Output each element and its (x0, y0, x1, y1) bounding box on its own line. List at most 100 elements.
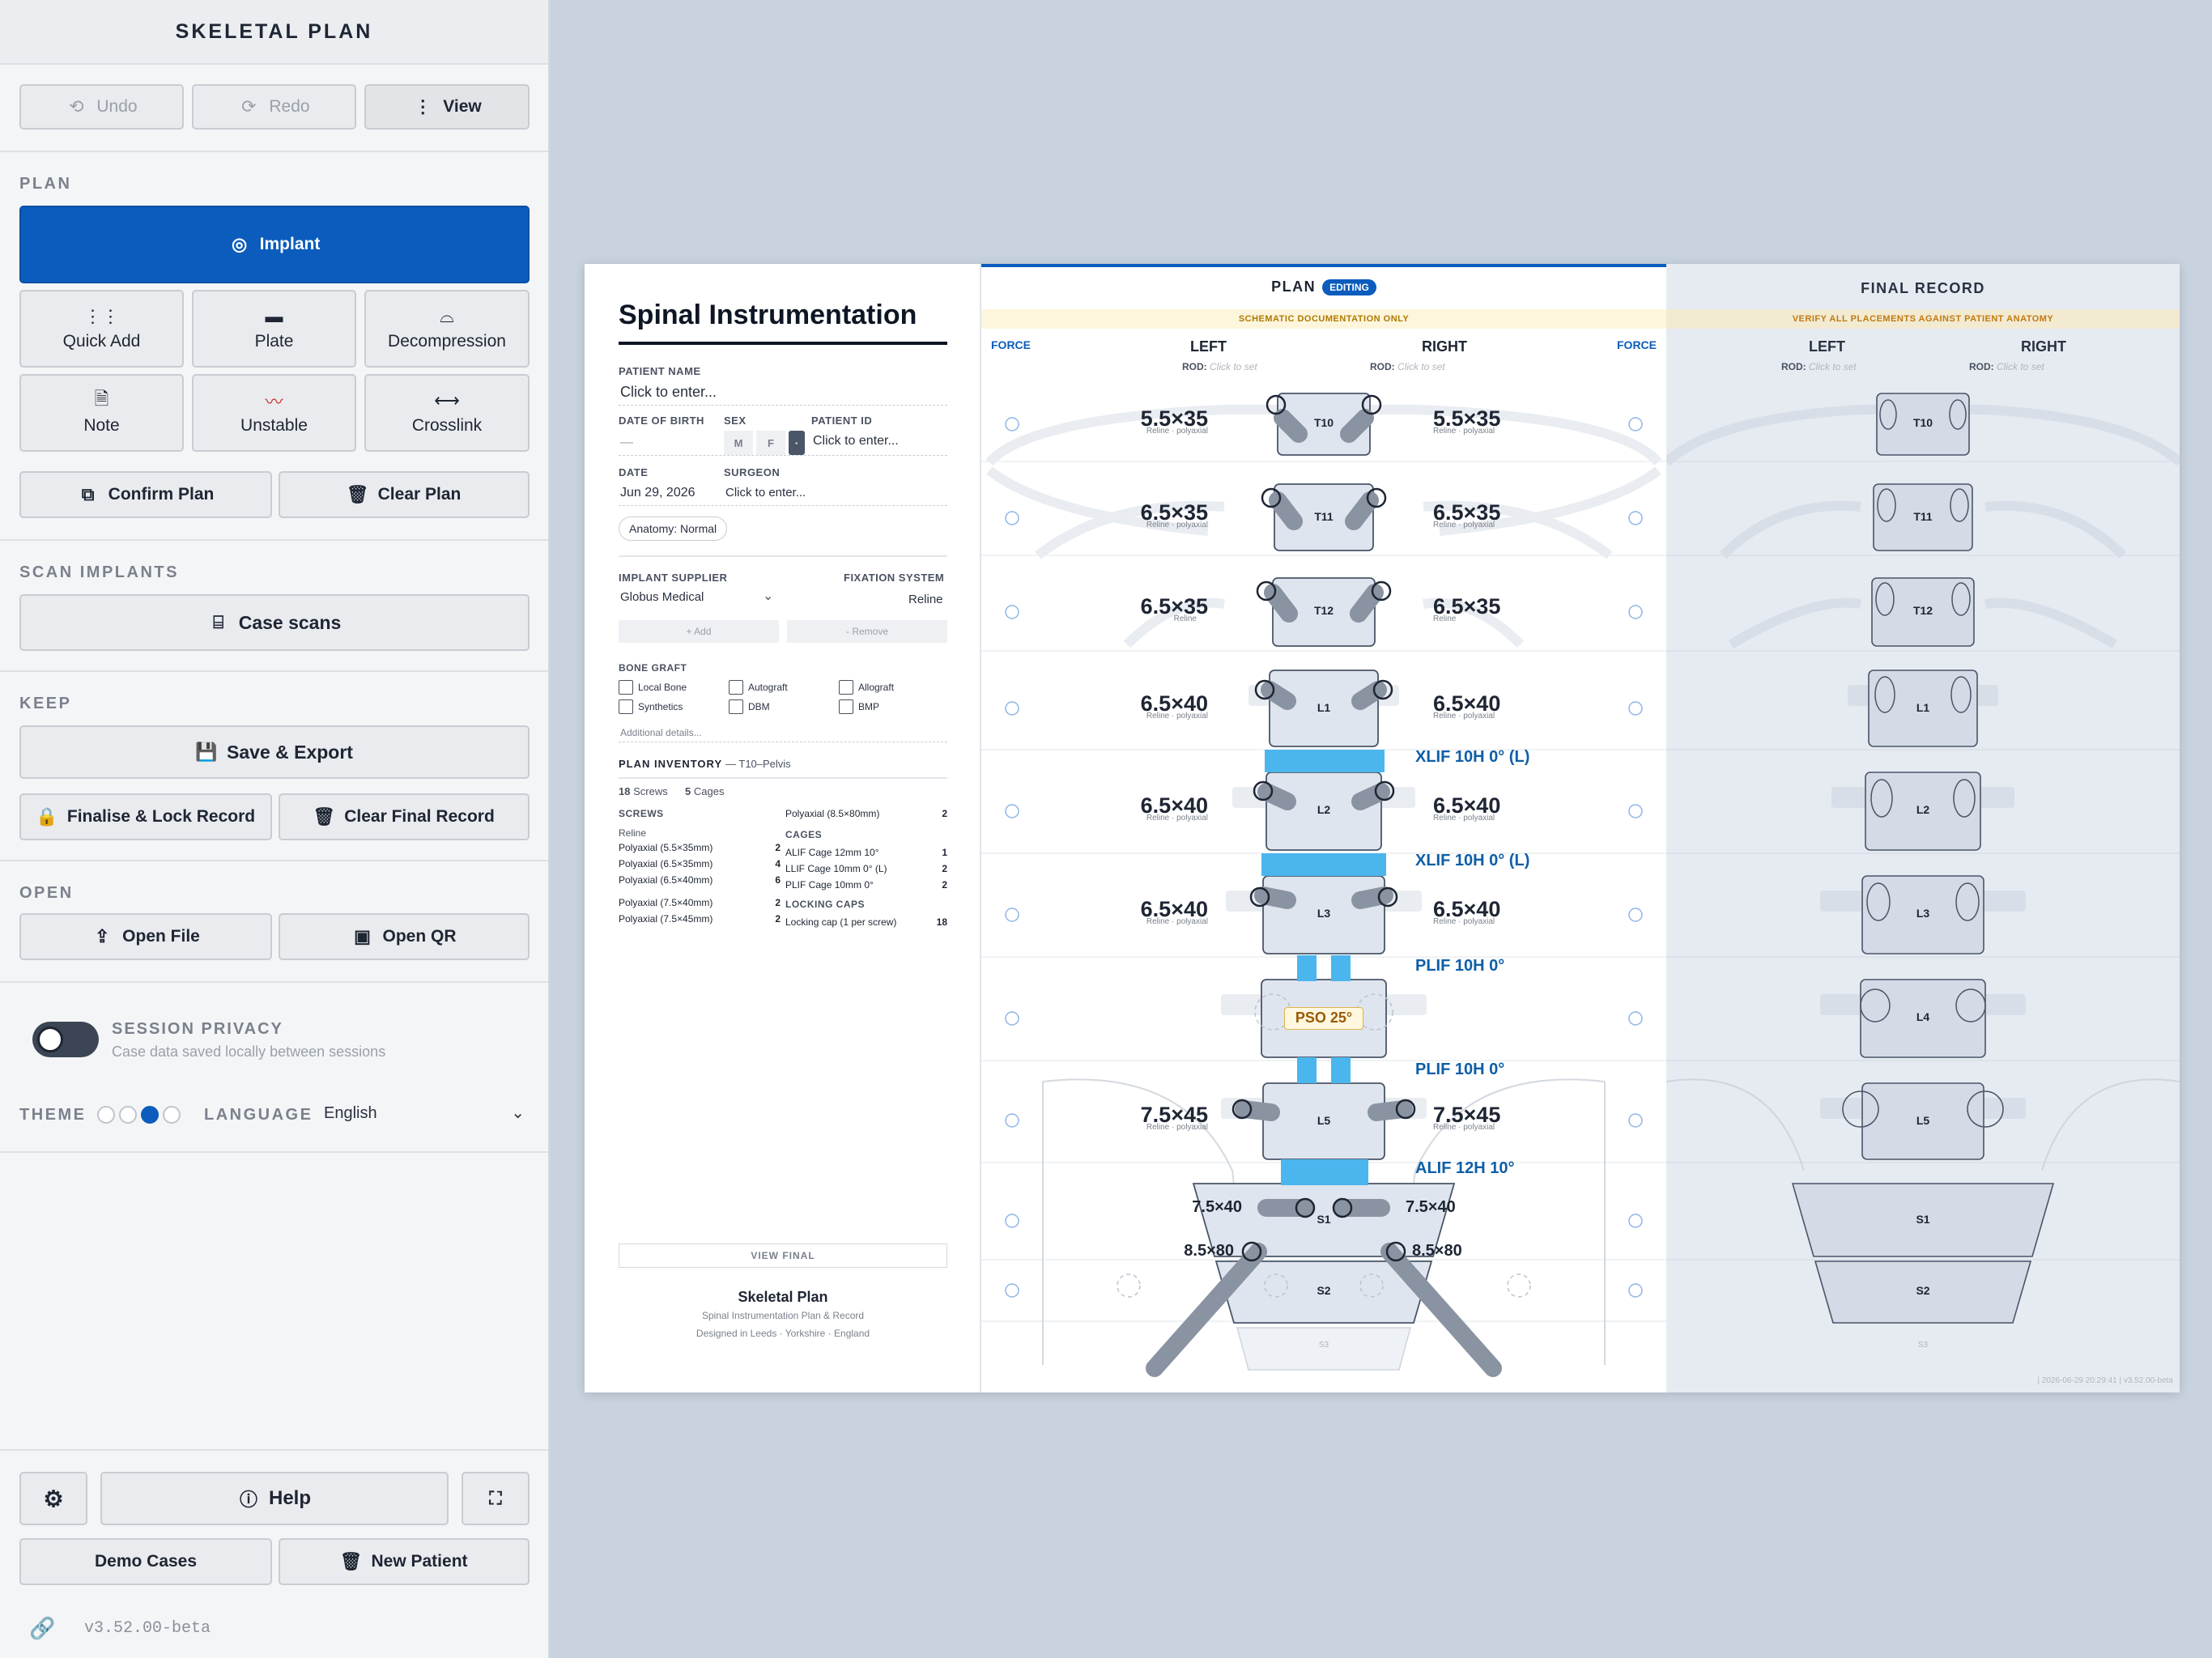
crosshair-icon[interactable] (1628, 908, 1643, 922)
remove-supplier-button[interactable]: - Remove (787, 620, 947, 643)
sex-m-option[interactable]: M (724, 431, 753, 455)
sex-other-option[interactable]: · (789, 431, 805, 455)
pso-label[interactable]: PSO 25° (1284, 1007, 1363, 1030)
implant-button[interactable]: ◎ Implant (19, 206, 530, 283)
crosshair-icon[interactable] (1628, 605, 1643, 619)
checkbox[interactable] (729, 680, 743, 695)
graft-option[interactable]: Synthetics (619, 699, 683, 714)
plate-button[interactable]: ▬ Plate (192, 290, 356, 368)
screw-head[interactable] (1395, 1099, 1416, 1120)
screw-label-right[interactable]: 6.5×35 Reline (1433, 594, 1530, 623)
date-field[interactable]: Jun 29, 2026 (620, 486, 696, 500)
final-rod-right-field[interactable]: Click to set (1997, 361, 2044, 372)
quick-add-button[interactable]: ⋮⋮ Quick Add (19, 290, 184, 368)
graft-option[interactable]: Autograft (729, 680, 788, 695)
additional-details-field[interactable]: Additional details... (620, 727, 702, 738)
dob-field[interactable]: — (620, 436, 633, 449)
screw-head[interactable] (1254, 679, 1275, 700)
confirm-plan-button[interactable]: ⧉ Confirm Plan (19, 471, 272, 518)
language-select[interactable]: English ⌄ (324, 1104, 530, 1129)
sex-selector[interactable]: M F · (724, 431, 805, 455)
screw-label-right[interactable]: 6.5×40 Reline · polyaxial (1433, 897, 1530, 926)
rod-left-field[interactable]: Click to set (1210, 361, 1257, 372)
checkbox[interactable] (729, 699, 743, 714)
final-rod-left-field[interactable]: Click to set (1809, 361, 1857, 372)
screw-label-right[interactable]: 6.5×35 Reline · polyaxial (1433, 500, 1530, 529)
crosshair-icon[interactable] (1005, 1283, 1019, 1298)
cage-label[interactable]: PLIF 10H 0° (1415, 1061, 1505, 1078)
screw-head[interactable] (1241, 1241, 1262, 1262)
crosslink-button[interactable]: ⟷ Crosslink (364, 374, 530, 452)
screw-label-left[interactable]: 5.5×35 Reline · polyaxial (1111, 406, 1208, 436)
cage-l5-s1[interactable] (1281, 1159, 1368, 1185)
cage-l3-l4-left[interactable] (1297, 955, 1317, 981)
screw-label-left[interactable]: 6.5×40 Reline · polyaxial (1111, 691, 1208, 721)
screw-head[interactable] (1372, 679, 1393, 700)
screw-head[interactable] (1371, 580, 1392, 602)
screw-label-left[interactable]: 6.5×35 Reline (1111, 594, 1208, 623)
patient-name-field[interactable]: Click to enter... (620, 384, 717, 400)
cage-l4-l5-left[interactable] (1297, 1057, 1317, 1083)
screw-label-right[interactable]: 6.5×40 Reline · polyaxial (1433, 691, 1530, 721)
screw-head[interactable] (1249, 886, 1270, 908)
theme-option[interactable] (97, 1106, 115, 1124)
supplier-select[interactable]: Globus Medical (620, 590, 704, 604)
theme-selector[interactable] (97, 1106, 181, 1124)
case-scans-button[interactable]: ⌸ Case scans (19, 594, 530, 651)
screw-label-left[interactable]: 6.5×40 Reline · polyaxial (1111, 793, 1208, 823)
add-supplier-button[interactable]: + Add (619, 620, 779, 643)
graft-option[interactable]: Allograft (839, 680, 894, 695)
clear-final-button[interactable]: 🗑 Clear Final Record (279, 793, 530, 840)
save-export-button[interactable]: 💾 Save & Export (19, 725, 530, 779)
cage-l1-l2[interactable] (1265, 750, 1385, 772)
crosshair-icon[interactable] (1005, 804, 1019, 818)
force-left-label[interactable]: FORCE (991, 338, 1031, 351)
note-button[interactable]: 🗎 Note (19, 374, 184, 452)
s2-screw-right[interactable]: 8.5×80 (1412, 1242, 1462, 1260)
view-final-button[interactable]: VIEW FINAL (619, 1244, 947, 1268)
cage-label[interactable]: XLIF 10H 0° (L) (1415, 852, 1530, 869)
crosshair-icon[interactable] (1628, 511, 1643, 525)
screw-label-left[interactable]: 6.5×35 Reline · polyaxial (1111, 500, 1208, 529)
new-patient-button[interactable]: 🗑 New Patient (279, 1538, 530, 1585)
settings-button[interactable]: ⚙ (19, 1472, 87, 1525)
open-qr-button[interactable]: ▣ Open QR (279, 913, 530, 960)
s2-screw-left[interactable]: 8.5×80 (1184, 1242, 1234, 1260)
rod-right-field[interactable]: Click to set (1397, 361, 1445, 372)
cage-l2-l3[interactable] (1261, 853, 1386, 876)
redo-button[interactable]: ⟳ Redo (192, 84, 356, 130)
screw-head[interactable] (1261, 487, 1282, 508)
theme-option[interactable] (119, 1106, 137, 1124)
unstable-button[interactable]: 〰 Unstable (192, 374, 356, 452)
cage-l4-l5-right[interactable] (1331, 1057, 1351, 1083)
crosshair-icon[interactable] (1005, 1113, 1019, 1128)
screw-label-right[interactable]: 5.5×35 Reline · polyaxial (1433, 406, 1530, 436)
force-right-label[interactable]: FORCE (1617, 338, 1657, 351)
graft-option[interactable]: Local Bone (619, 680, 687, 695)
screw-head[interactable] (1385, 1241, 1406, 1262)
cage-label[interactable]: PLIF 10H 0° (1415, 957, 1505, 975)
fixation-value[interactable]: Reline (908, 593, 943, 606)
screw-label-right[interactable]: 6.5×40 Reline · polyaxial (1433, 793, 1530, 823)
fullscreen-button[interactable]: ⛶ (462, 1472, 530, 1525)
checkbox[interactable] (619, 699, 633, 714)
crosshair-icon[interactable] (1005, 605, 1019, 619)
screw-head[interactable] (1332, 1197, 1353, 1218)
graft-option[interactable]: DBM (729, 699, 770, 714)
help-button[interactable]: ⓘ Help (100, 1472, 449, 1525)
privacy-toggle[interactable] (32, 1022, 99, 1057)
screw-head[interactable] (1374, 780, 1395, 801)
crosshair-icon[interactable] (1628, 1214, 1643, 1228)
cage-label[interactable]: XLIF 10H 0° (L) (1415, 748, 1530, 766)
finalise-lock-button[interactable]: 🔒 Finalise & Lock Record (19, 793, 272, 840)
clear-plan-button[interactable]: 🗑 Clear Plan (279, 471, 530, 518)
theme-option[interactable] (163, 1106, 181, 1124)
screw-head[interactable] (1361, 394, 1382, 415)
vertebra-t11[interactable] (1274, 483, 1374, 551)
surgeon-field[interactable]: Click to enter... (725, 486, 806, 500)
s1-screw-right[interactable]: 7.5×40 (1406, 1198, 1456, 1216)
s1-screw-left[interactable]: 7.5×40 (1192, 1198, 1242, 1216)
crosshair-icon[interactable] (1005, 701, 1019, 716)
crosshair-icon[interactable] (1005, 511, 1019, 525)
crosshair-icon[interactable] (1005, 417, 1019, 432)
